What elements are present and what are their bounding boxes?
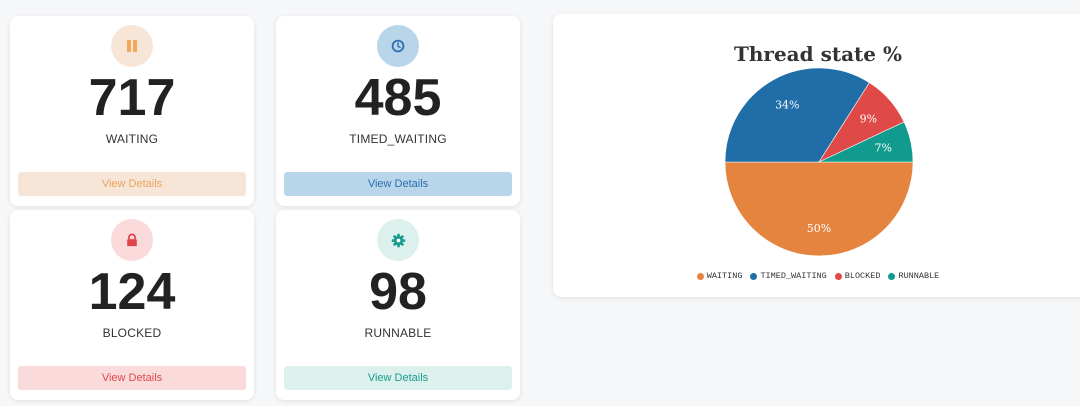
runnable-view-details-button[interactable]: View Details bbox=[284, 366, 512, 390]
legend-label: TIMED_WAITING bbox=[760, 271, 827, 281]
legend-dot bbox=[834, 272, 842, 280]
legend-label: WAITING bbox=[706, 271, 743, 281]
blocked-icon-circle bbox=[111, 219, 153, 261]
waiting-icon-circle bbox=[111, 25, 153, 67]
pie-label-timed-waiting: 34% bbox=[775, 98, 799, 111]
stat-card-runnable: 98 RUNNABLE View Details bbox=[276, 210, 520, 400]
thread-state-pie-chart: 50% 34% 9% 7% bbox=[724, 67, 914, 257]
waiting-count: 717 bbox=[88, 69, 176, 127]
pie-slice-timed-waiting[interactable] bbox=[724, 67, 870, 163]
runnable-count: 98 bbox=[369, 263, 427, 321]
chart-title: Thread state % bbox=[734, 42, 902, 66]
blocked-label: BLOCKED bbox=[102, 326, 162, 340]
clock-icon bbox=[391, 39, 405, 53]
pie-label-waiting: 50% bbox=[807, 222, 831, 235]
legend-item-waiting[interactable]: WAITING bbox=[696, 271, 743, 281]
thread-state-chart-card: Thread state % 50% 34% 9% 7% WAITING TIMED_W… bbox=[553, 14, 1080, 297]
pie-slice-runnable[interactable] bbox=[818, 121, 914, 163]
pause-icon bbox=[127, 40, 137, 52]
stat-card-waiting: 717 WAITING View Details bbox=[10, 16, 254, 206]
runnable-label: RUNNABLE bbox=[364, 326, 432, 340]
waiting-label: WAITING bbox=[105, 132, 159, 146]
blocked-count: 124 bbox=[88, 263, 176, 321]
pie-slice-waiting[interactable] bbox=[724, 161, 914, 257]
gear-icon bbox=[391, 233, 405, 247]
pie-label-runnable: 7% bbox=[874, 142, 891, 155]
legend-label: BLOCKED bbox=[844, 271, 881, 281]
timed-waiting-view-details-button[interactable]: View Details bbox=[284, 172, 512, 196]
legend-item-runnable[interactable]: RUNNABLE bbox=[888, 271, 939, 281]
stat-card-blocked: 124 BLOCKED View Details bbox=[10, 210, 254, 400]
legend-dot bbox=[888, 272, 896, 280]
pie-label-blocked: 9% bbox=[860, 112, 877, 125]
legend-item-timed-waiting[interactable]: TIMED_WAITING bbox=[750, 271, 827, 281]
timed-waiting-icon-circle bbox=[377, 25, 419, 67]
stat-card-timed-waiting: 485 TIMED_WAITING View Details bbox=[276, 16, 520, 206]
legend-item-blocked[interactable]: BLOCKED bbox=[834, 271, 881, 281]
legend-dot bbox=[696, 272, 704, 280]
waiting-view-details-button[interactable]: View Details bbox=[18, 172, 246, 196]
legend-label: RUNNABLE bbox=[898, 271, 940, 281]
timed-waiting-label: TIMED_WAITING bbox=[349, 132, 447, 146]
chart-legend: WAITING TIMED_WAITING BLOCKED RUNNABLE bbox=[553, 271, 1080, 281]
blocked-view-details-button[interactable]: View Details bbox=[18, 366, 246, 390]
lock-icon bbox=[127, 233, 137, 247]
runnable-icon-circle bbox=[377, 219, 419, 261]
timed-waiting-count: 485 bbox=[354, 69, 442, 127]
legend-dot bbox=[750, 272, 758, 280]
